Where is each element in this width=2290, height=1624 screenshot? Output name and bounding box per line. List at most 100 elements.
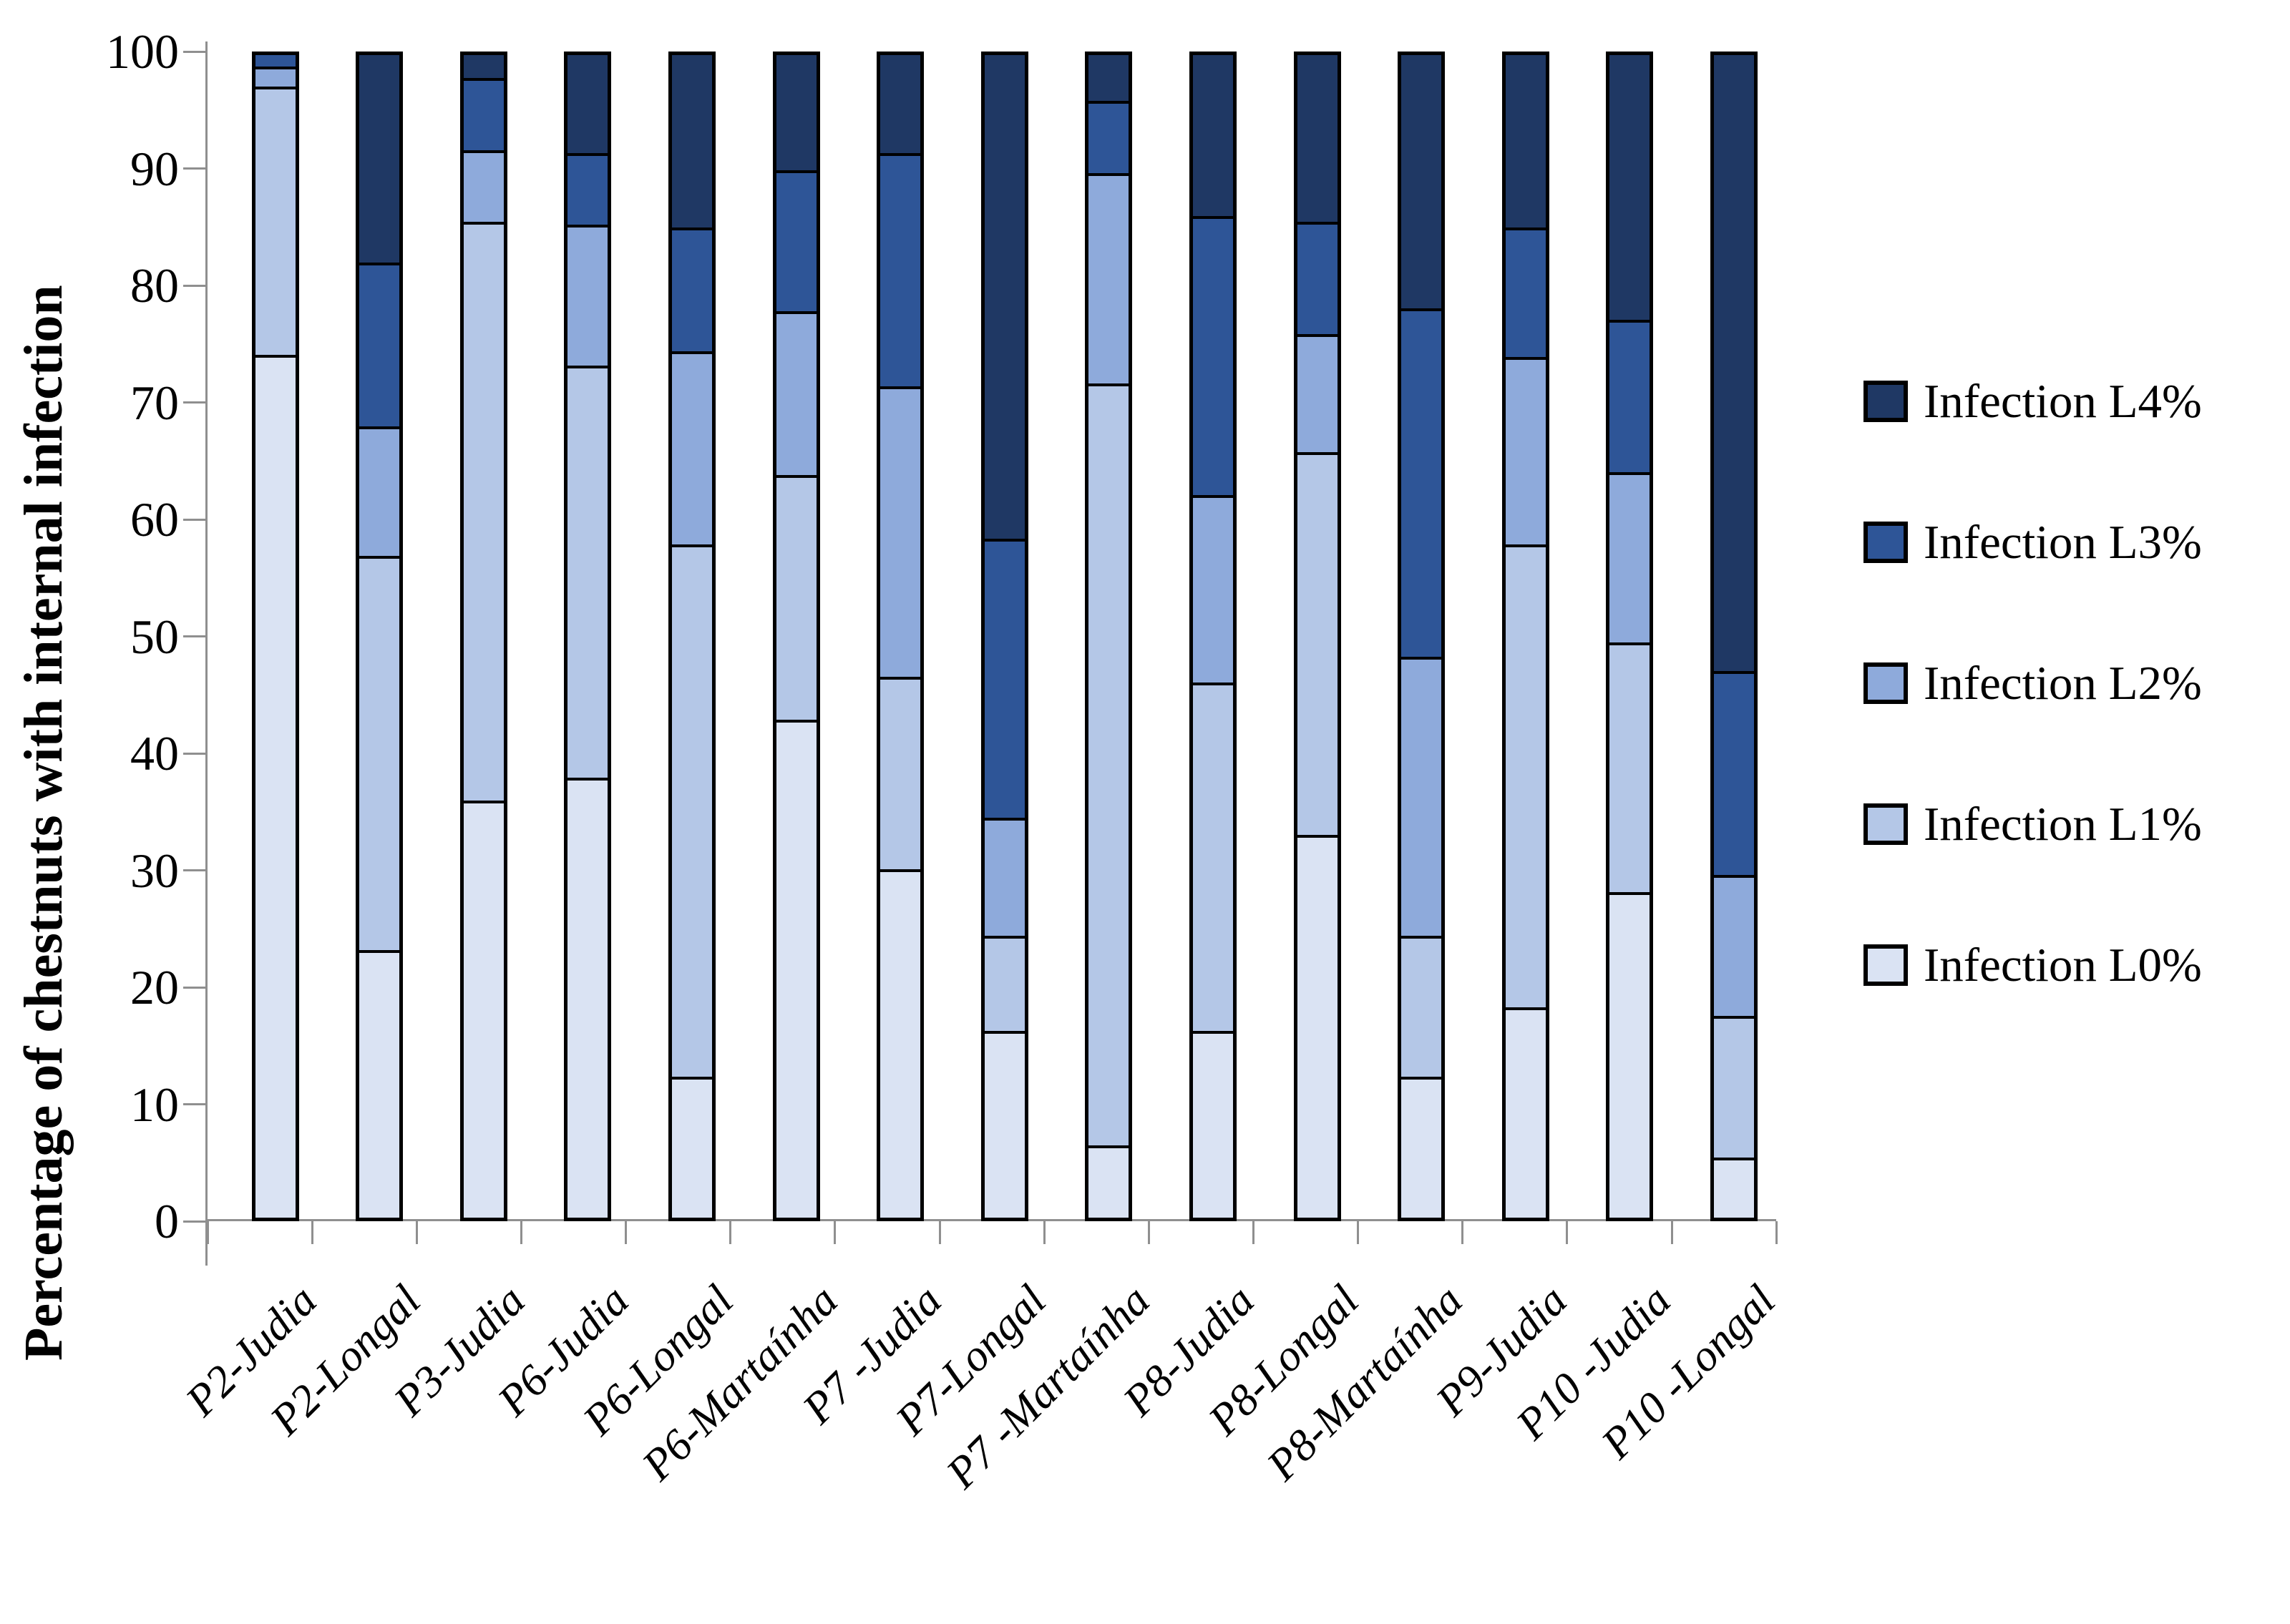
- bar-p9-judia: [1501, 52, 1549, 1221]
- y-tick: [183, 50, 208, 53]
- bar-segment-infection-l2-: [359, 426, 400, 556]
- bar-segment-infection-l2-: [880, 386, 921, 677]
- bar-segment-infection-l4-: [1297, 55, 1338, 222]
- y-tick: [183, 635, 208, 637]
- y-tick-label: 60: [130, 492, 179, 547]
- bar-segment-infection-l3-: [1401, 308, 1442, 657]
- y-tick: [183, 1220, 208, 1223]
- bar-segment-infection-l4-: [880, 55, 921, 153]
- bar-segment-infection-l2-: [1713, 875, 1754, 1017]
- bar-segment-infection-l4-: [1505, 55, 1546, 228]
- bar-segment-infection-l4-: [1401, 55, 1442, 308]
- bar-p6-martaínha: [772, 52, 820, 1221]
- bar-segment-infection-l0-: [359, 949, 400, 1218]
- bar-segment-infection-l0-: [1297, 835, 1338, 1218]
- bar-segment-infection-l0-: [984, 1030, 1025, 1218]
- bar-segment-infection-l0-: [1088, 1145, 1129, 1218]
- bar-segment-infection-l3-: [776, 170, 817, 311]
- x-tick: [311, 1221, 313, 1244]
- y-tick-label: 20: [130, 960, 179, 1014]
- bar-segment-infection-l2-: [776, 310, 817, 476]
- bar-segment-infection-l1-: [1297, 452, 1338, 836]
- y-tick-label: 100: [106, 24, 179, 79]
- legend-row: Infection L1%: [1863, 798, 2202, 851]
- legend-label: Infection L1%: [1924, 797, 2202, 851]
- bar-p10-judia: [1606, 52, 1654, 1221]
- bar-segment-infection-l2-: [1192, 495, 1233, 683]
- x-tick: [1775, 1221, 1778, 1244]
- y-tick-label: 10: [130, 1077, 179, 1132]
- bar-segment-infection-l4-: [1192, 55, 1233, 217]
- x-tick: [1670, 1221, 1673, 1244]
- bar-segment-infection-l3-: [1192, 216, 1233, 496]
- legend-label: Infection L3%: [1924, 515, 2202, 569]
- bar-segment-infection-l0-: [255, 355, 296, 1218]
- bar-segment-infection-l3-: [984, 538, 1025, 818]
- y-tick: [183, 986, 208, 989]
- y-tick: [183, 752, 208, 755]
- bar-p3-judia: [459, 52, 507, 1221]
- y-axis-line: [205, 41, 208, 1266]
- bar-segment-infection-l2-: [567, 225, 608, 366]
- bar-segment-infection-l0-: [1401, 1076, 1442, 1218]
- x-tick: [834, 1221, 837, 1244]
- y-tick: [183, 518, 208, 521]
- x-tick: [938, 1221, 941, 1244]
- bar-segment-infection-l3-: [567, 152, 608, 225]
- bar-p8-longal: [1293, 52, 1341, 1221]
- bar-segment-infection-l3-: [1088, 101, 1129, 173]
- bar-segment-infection-l2-: [463, 150, 504, 222]
- bar-segment-infection-l1-: [776, 475, 817, 720]
- x-tick: [625, 1221, 628, 1244]
- legend-swatch-icon: [1863, 944, 1908, 986]
- bar-p10-longal: [1710, 52, 1758, 1221]
- y-tick-label: 30: [130, 843, 179, 898]
- legend-swatch-icon: [1863, 803, 1908, 845]
- y-tick: [183, 401, 208, 403]
- bar-segment-infection-l3-: [1505, 228, 1546, 358]
- bar-segment-infection-l1-: [1713, 1016, 1754, 1158]
- bar-segment-infection-l1-: [255, 87, 296, 356]
- bar-p7-judia: [877, 52, 925, 1221]
- bar-segment-infection-l4-: [359, 55, 400, 263]
- legend-row: Infection L3%: [1863, 516, 2202, 569]
- x-tick: [415, 1221, 418, 1244]
- bar-segment-infection-l2-: [1401, 656, 1442, 936]
- y-tick-label: 50: [130, 609, 179, 664]
- bar-segment-infection-l0-: [463, 800, 504, 1218]
- bar-segment-infection-l4-: [567, 55, 608, 153]
- bar-segment-infection-l0-: [1505, 1007, 1546, 1218]
- x-tick: [1461, 1221, 1464, 1244]
- bar-p6-longal: [668, 52, 716, 1221]
- legend-row: Infection L4%: [1863, 375, 2202, 428]
- bar-segment-infection-l2-: [1088, 172, 1129, 383]
- y-tick-label: 70: [130, 375, 179, 430]
- bar-segment-infection-l1-: [1401, 935, 1442, 1077]
- y-tick-label: 90: [130, 141, 179, 196]
- bar-segment-infection-l3-: [880, 152, 921, 386]
- y-tick-label: 80: [130, 258, 179, 313]
- x-tick: [1147, 1221, 1150, 1244]
- bar-segment-infection-l2-: [1609, 472, 1650, 642]
- y-tick: [183, 869, 208, 871]
- bar-p7-longal: [980, 52, 1028, 1221]
- bar-segment-infection-l4-: [1713, 55, 1754, 671]
- legend-label: Infection L4%: [1924, 374, 2202, 428]
- bar-segment-infection-l4-: [671, 55, 712, 228]
- bar-segment-infection-l4-: [776, 55, 817, 170]
- bar-segment-infection-l3-: [1713, 670, 1754, 876]
- x-tick: [206, 1221, 209, 1244]
- bar-segment-infection-l1-: [671, 544, 712, 1077]
- bar-p6-judia: [564, 52, 612, 1221]
- bar-segment-infection-l4-: [1088, 55, 1129, 102]
- bar-segment-infection-l1-: [1505, 544, 1546, 1008]
- bar-segment-infection-l0-: [1192, 1030, 1233, 1218]
- bar-segment-infection-l1-: [1192, 682, 1233, 1031]
- bar-segment-infection-l4-: [984, 55, 1025, 539]
- bar-segment-infection-l2-: [1505, 357, 1546, 544]
- bar-segment-infection-l0-: [567, 777, 608, 1218]
- bar-segment-infection-l0-: [671, 1076, 712, 1218]
- bar-segment-infection-l0-: [880, 869, 921, 1218]
- bar-p8-martaínha: [1398, 52, 1446, 1221]
